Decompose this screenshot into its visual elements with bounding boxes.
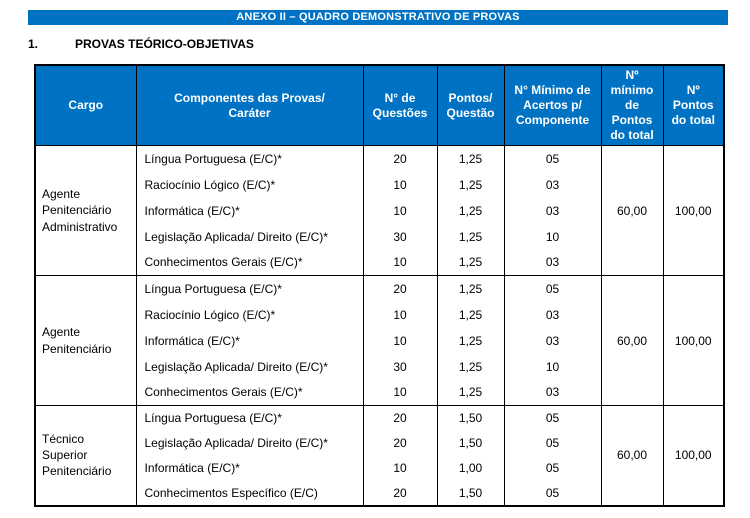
cell-pontos-total: 100,00 bbox=[662, 405, 725, 506]
cell-pontos-questao: 1,25 bbox=[436, 145, 505, 172]
cell-componente: Raciocínio Lógico (E/C)* bbox=[135, 301, 364, 328]
cell-acertos: 10 bbox=[503, 353, 602, 380]
cell-cargo: Agente Penitenciário bbox=[34, 275, 137, 406]
group-tecnico-superior-penitenciario: Técnico Superior Penitenciário Língua Po… bbox=[34, 405, 725, 506]
cell-min-pontos-total: 60,00 bbox=[600, 405, 664, 506]
cell-pontos-questao: 1,50 bbox=[436, 430, 505, 456]
cell-acertos: 05 bbox=[503, 275, 602, 302]
cell-questoes: 10 bbox=[362, 249, 438, 276]
cell-componente: Língua Portuguesa (E/C)* bbox=[135, 145, 364, 172]
cell-questoes: 10 bbox=[362, 171, 438, 198]
cell-acertos: 05 bbox=[503, 455, 602, 481]
cell-cargo: Agente Penitenciário Administrativo bbox=[34, 145, 137, 276]
table-row: Conhecimentos Gerais (E/C)* 10 1,25 03 bbox=[35, 249, 724, 276]
cell-acertos: 05 bbox=[503, 145, 602, 172]
header-min-acertos: N° Mínimo de Acertos p/ Componente bbox=[503, 64, 602, 146]
cell-questoes: 10 bbox=[362, 379, 438, 406]
cell-pontos-questao: 1,25 bbox=[436, 197, 505, 224]
table-row: Raciocínio Lógico (E/C)* 10 1,25 03 bbox=[35, 171, 724, 198]
table-header: Cargo Componentes das Provas/ Caráter N°… bbox=[34, 64, 725, 146]
cell-componente: Língua Portuguesa (E/C)* bbox=[135, 275, 364, 302]
cell-cargo: Técnico Superior Penitenciário bbox=[34, 405, 137, 506]
cell-pontos-questao: 1,25 bbox=[436, 301, 505, 328]
cell-pontos-questao: 1,25 bbox=[436, 275, 505, 302]
cell-min-pontos-total: 60,00 bbox=[600, 275, 664, 406]
table-row: Agente Penitenciário Língua Portuguesa (… bbox=[34, 275, 725, 406]
cell-componente: Informática (E/C)* bbox=[135, 455, 364, 481]
table-row: Conhecimentos Gerais (E/C)* 10 1,25 03 bbox=[35, 379, 724, 406]
header-min-pontos-total: Nº mínimo de Pontos do total bbox=[600, 64, 664, 146]
cell-questoes: 20 bbox=[362, 430, 438, 456]
table-row: Conhecimentos Específico (E/C) 20 1,50 0… bbox=[35, 480, 724, 506]
cell-pontos-questao: 1,25 bbox=[436, 379, 505, 406]
cell-acertos: 03 bbox=[503, 197, 602, 224]
section-title: PROVAS TEÓRICO-OBJETIVAS bbox=[75, 37, 254, 51]
section-number: 1. bbox=[28, 37, 39, 51]
cell-questoes: 20 bbox=[362, 480, 438, 506]
cell-pontos-questao: 1,25 bbox=[436, 327, 505, 354]
section-heading: 1. PROVAS TEÓRICO-OBJETIVAS bbox=[28, 37, 750, 51]
table-row: Técnico Superior Penitenciário Língua Po… bbox=[34, 405, 725, 506]
cell-questoes: 30 bbox=[362, 223, 438, 250]
header-pontos-total: Nº Pontos do total bbox=[662, 64, 725, 146]
table-row: Informática (E/C)* 10 1,00 05 bbox=[35, 455, 724, 481]
cell-questoes: 10 bbox=[362, 301, 438, 328]
cell-componente: Legislação Aplicada/ Direito (E/C)* bbox=[135, 430, 364, 456]
cell-componente: Língua Portuguesa (E/C)* bbox=[135, 405, 364, 431]
cell-componente: Informática (E/C)* bbox=[135, 197, 364, 224]
cell-acertos: 03 bbox=[503, 327, 602, 354]
table-row: Raciocínio Lógico (E/C)* 10 1,25 03 bbox=[35, 301, 724, 328]
cell-componente: Raciocínio Lógico (E/C)* bbox=[135, 171, 364, 198]
table-row: Agente Penitenciário Administrativo Líng… bbox=[34, 145, 725, 276]
cell-acertos: 03 bbox=[503, 379, 602, 406]
cell-acertos: 05 bbox=[503, 480, 602, 506]
cell-pontos-questao: 1,50 bbox=[436, 405, 505, 431]
cell-componente: Conhecimentos Gerais (E/C)* bbox=[135, 379, 364, 406]
header-componentes: Componentes das Provas/ Caráter bbox=[135, 64, 364, 146]
cell-pontos-total: 100,00 bbox=[662, 275, 725, 406]
table-row: Informática (E/C)* 10 1,25 03 bbox=[35, 327, 724, 354]
cell-pontos-questao: 1,25 bbox=[436, 249, 505, 276]
table-row: Legislação Aplicada/ Direito (E/C)* 30 1… bbox=[35, 353, 724, 380]
cell-questoes: 20 bbox=[362, 275, 438, 302]
header-row: Cargo Componentes das Provas/ Caráter N°… bbox=[34, 64, 725, 146]
cell-acertos: 03 bbox=[503, 301, 602, 328]
cell-questoes: 10 bbox=[362, 197, 438, 224]
cell-pontos-total: 100,00 bbox=[662, 145, 725, 276]
cell-pontos-questao: 1,50 bbox=[436, 480, 505, 506]
cell-componente: Conhecimentos Gerais (E/C)* bbox=[135, 249, 364, 276]
cell-questoes: 20 bbox=[362, 145, 438, 172]
group-agente-penitenciario: Agente Penitenciário Língua Portuguesa (… bbox=[34, 275, 725, 406]
cell-questoes: 10 bbox=[362, 327, 438, 354]
annex-title-banner: ANEXO II – QUADRO DEMONSTRATIVO DE PROVA… bbox=[28, 10, 728, 25]
header-num-questoes: N° de Questões bbox=[362, 64, 438, 146]
cell-pontos-questao: 1,25 bbox=[436, 223, 505, 250]
cell-min-pontos-total: 60,00 bbox=[600, 145, 664, 276]
cell-acertos: 03 bbox=[503, 249, 602, 276]
cell-pontos-questao: 1,00 bbox=[436, 455, 505, 481]
table-row: Legislação Aplicada/ Direito (E/C)* 30 1… bbox=[35, 223, 724, 250]
table-row: Legislação Aplicada/ Direito (E/C)* 20 1… bbox=[35, 430, 724, 456]
cell-componente: Legislação Aplicada/ Direito (E/C)* bbox=[135, 353, 364, 380]
cell-componente: Informática (E/C)* bbox=[135, 327, 364, 354]
cell-acertos: 05 bbox=[503, 405, 602, 431]
cell-questoes: 20 bbox=[362, 405, 438, 431]
cell-acertos: 03 bbox=[503, 171, 602, 198]
cell-pontos-questao: 1,25 bbox=[436, 353, 505, 380]
cell-pontos-questao: 1,25 bbox=[436, 171, 505, 198]
table-row: Informática (E/C)* 10 1,25 03 bbox=[35, 197, 724, 224]
cell-acertos: 05 bbox=[503, 430, 602, 456]
cell-questoes: 30 bbox=[362, 353, 438, 380]
provas-table: Cargo Componentes das Provas/ Caráter N°… bbox=[34, 64, 725, 507]
group-agente-penitenciario-administrativo: Agente Penitenciário Administrativo Líng… bbox=[34, 145, 725, 276]
header-pontos-questao: Pontos/ Questão bbox=[436, 64, 505, 146]
cell-acertos: 10 bbox=[503, 223, 602, 250]
cell-questoes: 10 bbox=[362, 455, 438, 481]
cell-componente: Legislação Aplicada/ Direito (E/C)* bbox=[135, 223, 364, 250]
cell-componente: Conhecimentos Específico (E/C) bbox=[135, 480, 364, 506]
header-cargo: Cargo bbox=[34, 64, 137, 146]
annex-title: ANEXO II – QUADRO DEMONSTRATIVO DE PROVA… bbox=[236, 11, 520, 23]
